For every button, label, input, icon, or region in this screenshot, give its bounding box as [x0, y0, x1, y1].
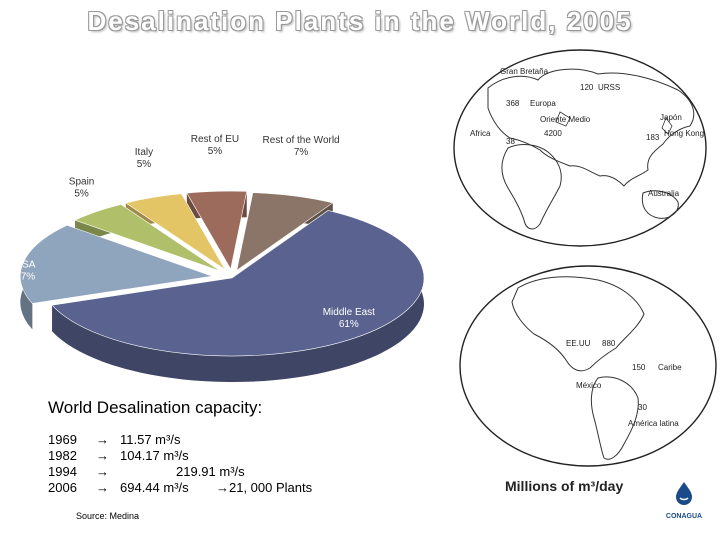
capacity-value: 694.44 m³/s: [120, 480, 189, 495]
map-label: Japón: [660, 113, 682, 122]
capacity-year: 1982: [48, 448, 77, 463]
pie-slice-value: 61%: [339, 319, 359, 330]
pie-slice-label: Spain: [69, 176, 95, 187]
capacity-year: 1994: [48, 464, 77, 479]
arrow-icon: →: [96, 448, 109, 463]
map-label: Hong Kong: [664, 129, 704, 138]
pie-slice-value: 17%: [15, 272, 35, 283]
arrow-icon: →: [96, 432, 109, 447]
pie-slice-label: USA: [15, 260, 36, 271]
pie-slice: [74, 204, 221, 272]
pie-slice-value: 5%: [74, 188, 89, 199]
pie-slice-value: 5%: [137, 159, 152, 170]
map-label: América latina: [628, 419, 679, 428]
pie-slice: [51, 210, 425, 357]
map-label: 183: [646, 133, 660, 142]
globe-western-hemisphere: EE.UU 880 150 Caribe México 30 América l…: [459, 265, 717, 467]
capacity-row: 1994 → 219.91 m³/s: [48, 464, 328, 480]
page-title: Desalination Plants in the World, 2005: [87, 6, 633, 36]
map-label: URSS: [598, 83, 620, 92]
logo-text: CONAGUA: [665, 513, 703, 520]
world-maps: Gran Bretaña 120 URSS 368 Europa Oriente…: [453, 49, 717, 467]
capacity-value: 104.17 m³/s: [120, 448, 189, 463]
map-label: 30: [638, 403, 647, 412]
map-label: Oriente Medio: [540, 115, 591, 124]
globe-eastern-hemisphere: Gran Bretaña 120 URSS 368 Europa Oriente…: [453, 49, 707, 247]
arrow-icon: →: [96, 464, 109, 479]
pie-slice: [186, 190, 248, 270]
pie-slice-label: Rest of EU: [191, 134, 239, 145]
pie-slice-label: Rest of the World: [263, 135, 340, 146]
capacity-year: 2006: [48, 480, 77, 495]
pie-slice-label: Italy: [135, 147, 153, 158]
map-label: 150: [632, 363, 646, 372]
plants-count: →21, 000 Plants: [216, 480, 313, 495]
map-label: Gran Bretaña: [500, 67, 549, 76]
capacity-heading: World Desalination capacity:: [48, 398, 263, 417]
conagua-logo-icon: [676, 482, 692, 505]
map-label: Europa: [530, 99, 556, 108]
conagua-logo: CONAGUA: [660, 480, 708, 520]
map-label: Caribe: [658, 363, 682, 372]
capacity-table: 1969 → 11.57 m³/s 1982 → 104.17 m³/s 199…: [48, 432, 328, 496]
pie-slice: [20, 224, 213, 304]
map-label: México: [576, 381, 602, 390]
pie-slice-value: 7%: [294, 147, 309, 158]
map-label: Africa: [470, 129, 491, 138]
pie-slice-value: 5%: [208, 146, 223, 157]
source-note: Source: Medina: [76, 511, 140, 521]
capacity-row: 1982 → 104.17 m³/s: [48, 448, 328, 464]
capacity-row: 2006 → 694.44 m³/s →21, 000 Plants: [48, 480, 328, 496]
capacity-value: 11.57 m³/s: [120, 432, 181, 447]
units-label: Millions of m³/day: [505, 478, 624, 494]
map-label: EE.UU: [566, 339, 591, 348]
pie-slice: [125, 193, 226, 270]
capacity-year: 1969: [48, 432, 77, 447]
capacity-value: 219.91 m³/s: [176, 464, 245, 479]
map-label: 368: [506, 99, 520, 108]
map-label: 880: [602, 339, 616, 348]
map-label: Australia: [648, 189, 680, 198]
map-label: 4200: [544, 129, 562, 138]
map-label: 120: [580, 83, 594, 92]
pie-slice: [236, 192, 334, 272]
map-label: 38: [506, 137, 515, 146]
arrow-icon: →: [96, 480, 109, 495]
pie-slice-label: Middle East: [323, 307, 375, 318]
capacity-row: 1969 → 11.57 m³/s: [48, 432, 328, 448]
